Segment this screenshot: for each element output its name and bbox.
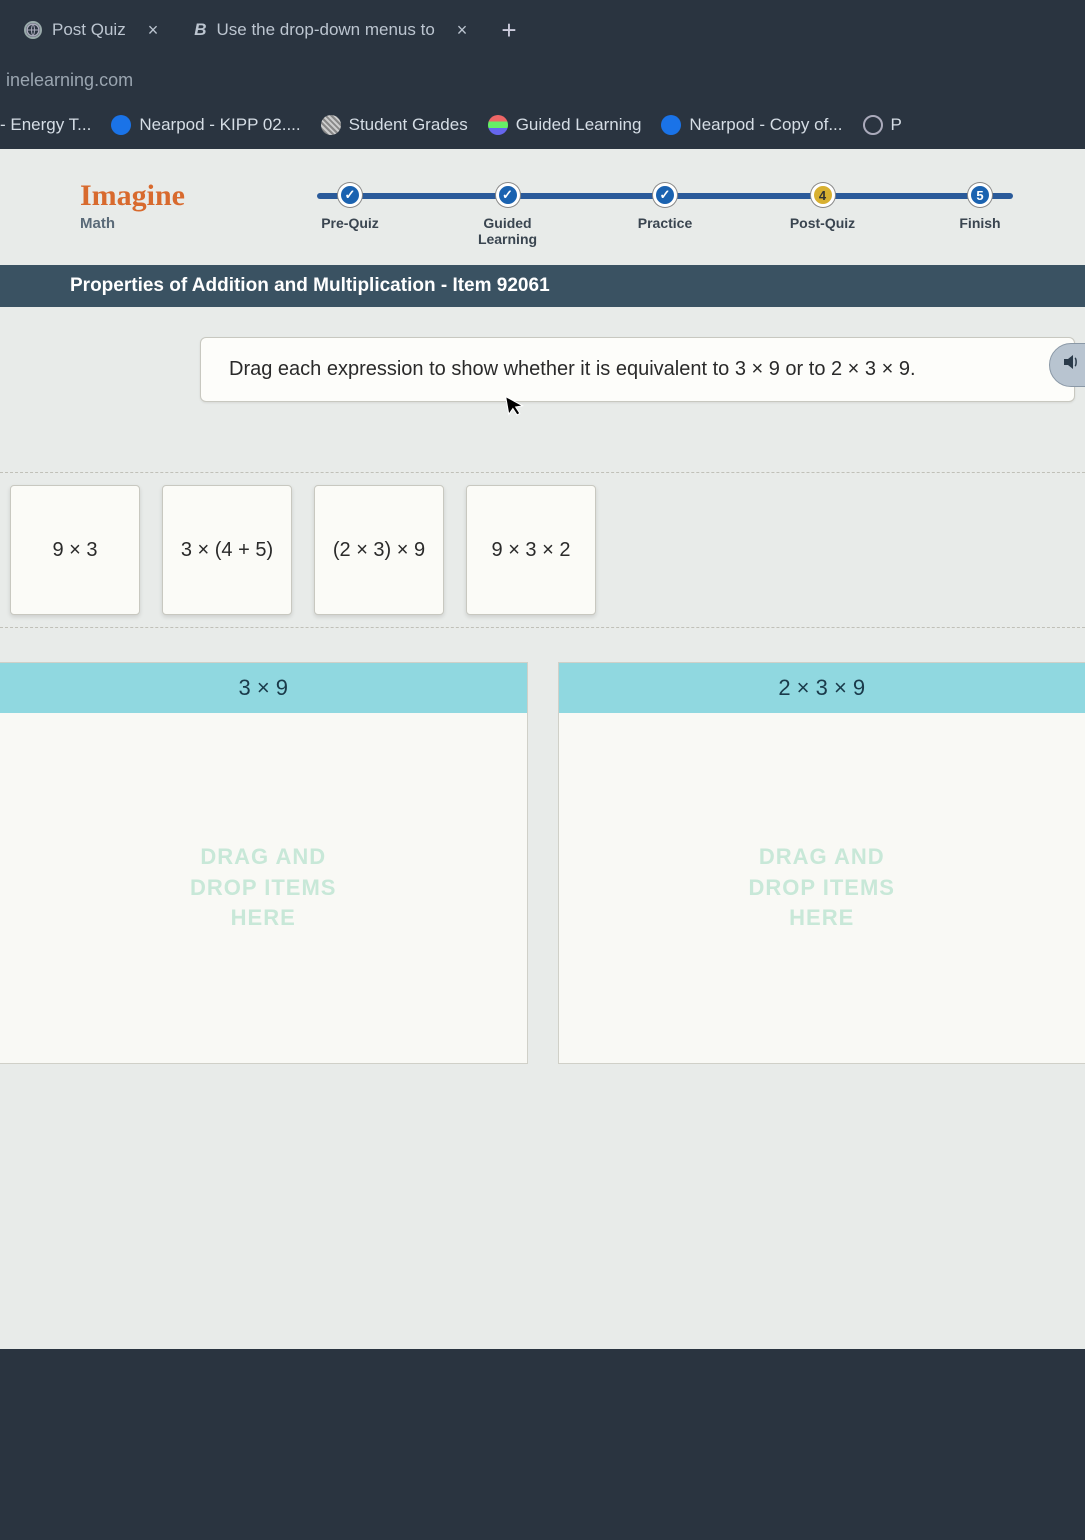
progress-tracker: ✓ Pre-Quiz ✓ Guided Learning ✓ Practice …	[305, 179, 1025, 247]
expression-tile-3[interactable]: 9 × 3 × 2	[466, 485, 596, 615]
drop-zone-2x3x9[interactable]: 2 × 3 × 9 DRAG ANDDROP ITEMSHERE	[558, 662, 1085, 1064]
instruction-text: Drag each expression to show whether it …	[229, 358, 916, 380]
step-pre-quiz[interactable]: ✓ Pre-Quiz	[305, 183, 395, 247]
favicon-letter: B	[194, 20, 206, 40]
current-step-icon: 4	[811, 183, 835, 207]
tile-text: 3 × (4 + 5)	[181, 539, 273, 562]
nearpod-icon	[661, 115, 681, 135]
guided-icon	[488, 115, 508, 135]
instruction-wrap: Drag each expression to show whether it …	[0, 337, 1085, 402]
check-icon: ✓	[496, 183, 520, 207]
close-icon[interactable]: ×	[457, 20, 468, 41]
nearpod-icon	[111, 115, 131, 135]
tab-title: Use the drop-down menus to	[217, 20, 435, 40]
grades-icon	[321, 115, 341, 135]
step-label: Post-Quiz	[790, 215, 855, 231]
audio-button[interactable]	[1049, 343, 1085, 387]
drop-placeholder: DRAG ANDDROP ITEMSHERE	[748, 842, 895, 934]
tab-strip: Post Quiz × B Use the drop-down menus to…	[0, 0, 1085, 60]
bookmark-label: Nearpod - KIPP 02....	[139, 115, 300, 135]
bookmark-label: Nearpod - Copy of...	[689, 115, 842, 135]
step-guided-learning[interactable]: ✓ Guided Learning	[463, 183, 553, 247]
step-practice[interactable]: ✓ Practice	[620, 183, 710, 247]
step-label: Practice	[638, 215, 692, 231]
new-tab-button[interactable]: +	[489, 15, 528, 46]
bookmark-energy[interactable]: - Energy T...	[0, 115, 91, 135]
bookmark-nearpod-kipp[interactable]: Nearpod - KIPP 02....	[111, 115, 300, 135]
instruction-box: Drag each expression to show whether it …	[200, 337, 1075, 402]
speaker-icon	[1061, 352, 1081, 378]
browser-tab-0[interactable]: Post Quiz ×	[10, 10, 172, 51]
browser-chrome: Post Quiz × B Use the drop-down menus to…	[0, 0, 1085, 149]
expression-tile-1[interactable]: 3 × (4 + 5)	[162, 485, 292, 615]
bookmark-p[interactable]: P	[863, 115, 902, 135]
step-finish[interactable]: 5 Finish	[935, 183, 1025, 247]
bookmark-label: P	[891, 115, 902, 135]
drop-zone-body: DRAG ANDDROP ITEMSHERE	[559, 713, 1085, 1063]
bookmark-student-grades[interactable]: Student Grades	[321, 115, 468, 135]
drop-zone-header: 2 × 3 × 9	[559, 663, 1085, 713]
tile-text: 9 × 3 × 2	[492, 539, 571, 562]
drop-zone-3x9[interactable]: 3 × 9 DRAG ANDDROP ITEMSHERE	[0, 662, 528, 1064]
imagine-logo: Imagine Math	[80, 179, 185, 232]
address-bar[interactable]: inelearning.com	[0, 60, 1085, 105]
app-area: Imagine Math ✓ Pre-Quiz ✓ Guided Learnin…	[0, 149, 1085, 1349]
item-bar: Properties of Addition and Multiplicatio…	[0, 265, 1085, 307]
globe-icon	[24, 21, 42, 39]
step-label: Finish	[959, 215, 1000, 231]
logo-sub: Math	[80, 215, 185, 232]
drop-placeholder: DRAG ANDDROP ITEMSHERE	[190, 842, 337, 934]
drop-zones-row: 3 × 9 DRAG ANDDROP ITEMSHERE 2 × 3 × 9 D…	[0, 662, 1085, 1064]
tile-text: 9 × 3	[52, 539, 97, 562]
step-post-quiz[interactable]: 4 Post-Quiz	[778, 183, 868, 247]
step-label: Guided Learning	[463, 215, 553, 247]
close-icon[interactable]: ×	[148, 20, 159, 41]
drop-zone-header: 3 × 9	[0, 663, 527, 713]
browser-tab-1[interactable]: B Use the drop-down menus to ×	[180, 10, 481, 51]
check-icon: ✓	[338, 183, 362, 207]
bookmarks-bar: - Energy T... Nearpod - KIPP 02.... Stud…	[0, 105, 1085, 149]
tab-title: Post Quiz	[52, 20, 126, 40]
logo-main: Imagine	[80, 179, 185, 213]
bookmark-guided-learning[interactable]: Guided Learning	[488, 115, 642, 135]
expression-tile-2[interactable]: (2 × 3) × 9	[314, 485, 444, 615]
tile-text: (2 × 3) × 9	[333, 539, 425, 562]
expression-tile-0[interactable]: 9 × 3	[10, 485, 140, 615]
bookmark-label: - Energy T...	[0, 115, 91, 135]
globe-icon	[863, 115, 883, 135]
bookmark-nearpod-copy[interactable]: Nearpod - Copy of...	[661, 115, 842, 135]
drop-zone-body: DRAG ANDDROP ITEMSHERE	[0, 713, 527, 1063]
check-icon: ✓	[653, 183, 677, 207]
progress-steps: ✓ Pre-Quiz ✓ Guided Learning ✓ Practice …	[305, 183, 1025, 247]
step-label: Pre-Quiz	[321, 215, 379, 231]
bookmark-label: Guided Learning	[516, 115, 642, 135]
item-bar-text: Properties of Addition and Multiplicatio…	[70, 275, 550, 296]
pending-step-icon: 5	[968, 183, 992, 207]
question-content: Drag each expression to show whether it …	[0, 307, 1085, 1104]
draggable-tiles-row: 9 × 3 3 × (4 + 5) (2 × 3) × 9 9 × 3 × 2	[0, 472, 1085, 628]
bookmark-label: Student Grades	[349, 115, 468, 135]
app-header: Imagine Math ✓ Pre-Quiz ✓ Guided Learnin…	[0, 149, 1085, 265]
url-text: inelearning.com	[6, 70, 133, 90]
